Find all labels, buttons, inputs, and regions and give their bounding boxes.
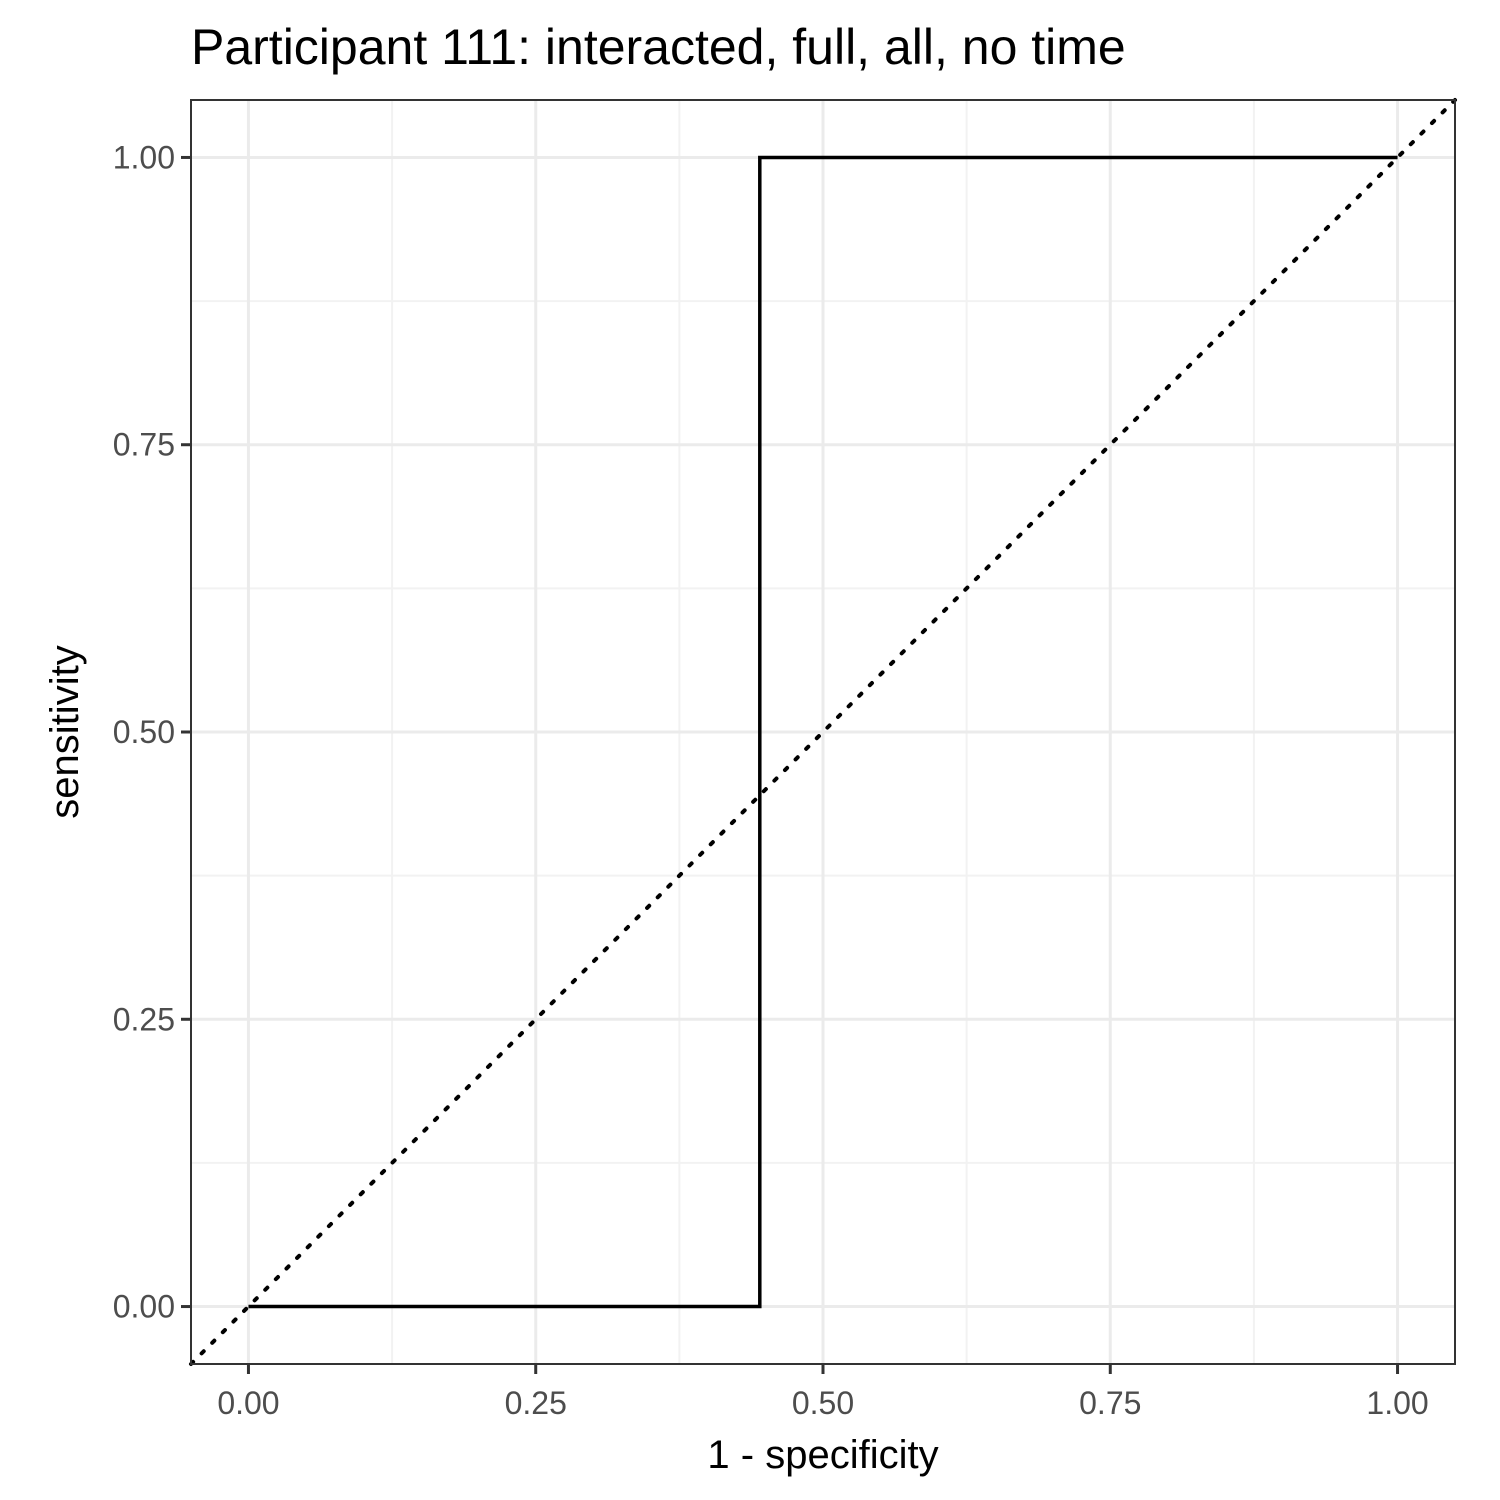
x-tick-label: 0.50 <box>792 1385 854 1421</box>
x-tick-label: 0.75 <box>1079 1385 1141 1421</box>
y-tick-label: 1.00 <box>113 139 175 175</box>
x-axis-title: 1 - specificity <box>707 1433 938 1477</box>
y-tick-label: 0.00 <box>113 1289 175 1325</box>
y-tick-label: 0.75 <box>113 427 175 463</box>
y-tick-label: 0.25 <box>113 1001 175 1037</box>
tick-labels: 0.00 0.25 0.50 0.75 1.00 0.00 0.25 0.50 0.75 1.00 <box>113 139 1429 1421</box>
diagonal-reference-line <box>189 98 1457 1366</box>
series-layer <box>189 98 1457 1366</box>
x-tick-label: 1.00 <box>1366 1385 1428 1421</box>
axis-ticks <box>181 155 1400 1374</box>
roc-curve <box>248 155 1398 1309</box>
x-tick-label: 0.25 <box>505 1385 567 1421</box>
x-tick-label: 0.00 <box>217 1385 279 1421</box>
y-axis-title: sensitivity <box>43 645 87 818</box>
chart-title: Participant 111: interacted, full, all, … <box>191 19 1126 75</box>
y-tick-label: 0.50 <box>113 714 175 750</box>
